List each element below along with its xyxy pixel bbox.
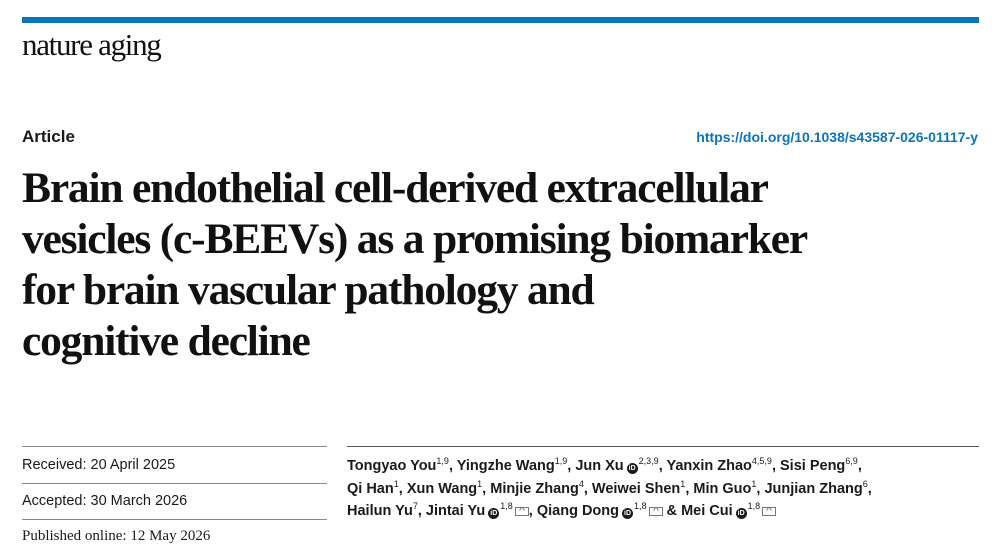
journal-name: nature aging xyxy=(22,27,162,62)
author-separator: & xyxy=(662,503,682,519)
orcid-icon[interactable]: iD xyxy=(488,508,500,519)
author-separator: , xyxy=(756,480,765,497)
dates-divider xyxy=(22,446,327,447)
author-name[interactable]: Xun Wang xyxy=(406,480,478,497)
author-name[interactable]: Yingzhe Wang xyxy=(456,458,555,474)
mail-icon[interactable] xyxy=(648,507,663,516)
author-separator: , xyxy=(448,458,457,474)
author-name[interactable]: Weiwei Shen xyxy=(591,480,681,497)
author-name[interactable]: Minjie Zhang xyxy=(490,480,579,497)
title-line: for brain vascular pathology and xyxy=(22,266,595,314)
doi-link[interactable]: https://doi.org/10.1038/s43587-026-01117… xyxy=(696,129,978,145)
author-line: Qi Han1, Xun Wang1, Minjie Zhang4, Weiwe… xyxy=(347,478,987,501)
author-affiliation: 1 xyxy=(393,478,399,489)
title-line: cognitive decline xyxy=(22,317,311,365)
author-separator: , xyxy=(658,458,667,474)
author-separator: , xyxy=(528,503,537,519)
author-name[interactable]: Jintai Yu xyxy=(425,503,486,519)
author-affiliation: 2,3,9 xyxy=(638,456,659,466)
author-name[interactable]: Qi Han xyxy=(347,480,394,497)
author-separator: , xyxy=(685,480,694,497)
author-affiliation: 1,9 xyxy=(554,456,568,466)
mail-icon[interactable] xyxy=(762,507,777,516)
mail-icon[interactable] xyxy=(514,507,529,516)
author-separator: , xyxy=(398,480,407,497)
received-date: Received: 20 April 2025 xyxy=(22,457,176,473)
author-affiliation: 6 xyxy=(862,478,868,489)
article-type: Article xyxy=(22,127,75,146)
author-line: Hailun Yu7, Jintai Yu iD1,8, Qiang Dong iD… xyxy=(347,500,987,523)
author-affiliation: 1,8 xyxy=(634,501,647,511)
title-line: Brain endothelial cell-derived extracell… xyxy=(22,164,769,212)
orcid-icon[interactable]: iD xyxy=(735,508,747,519)
author-affiliation: 4 xyxy=(578,478,584,489)
author-affiliation: 6,9 xyxy=(845,456,858,466)
dates-divider xyxy=(22,483,327,484)
author-affiliation: 1 xyxy=(751,478,757,489)
author-separator: , xyxy=(771,458,781,474)
orcid-icon[interactable]: iD xyxy=(626,463,638,474)
author-affiliation: 1,8 xyxy=(500,501,513,511)
author-name[interactable]: Yanxin Zhao xyxy=(666,458,752,474)
author-separator: , xyxy=(482,480,491,497)
author-affiliation: 7 xyxy=(412,501,418,511)
author-affiliation: 1,9 xyxy=(436,456,449,466)
journal-top-bar xyxy=(22,17,979,23)
author-separator: , xyxy=(567,458,576,474)
author-list: Tongyao You1,9, Yingzhe Wang1,9, Jun Xu i… xyxy=(347,455,987,523)
author-name[interactable]: Hailun Yu xyxy=(347,503,413,519)
title-line: vesicles (c-BEEVs) as a promising biomar… xyxy=(22,215,808,263)
article-title: Brain endothelial cell-derived extracell… xyxy=(22,163,987,367)
author-separator: , xyxy=(417,503,426,519)
author-name[interactable]: Mei Cui xyxy=(681,503,733,519)
author-affiliation: 1,8 xyxy=(747,501,761,511)
author-name[interactable]: Tongyao You xyxy=(347,458,437,474)
accepted-date: Accepted: 30 March 2026 xyxy=(22,493,188,509)
author-separator: , xyxy=(867,480,872,497)
author-line: Tongyao You1,9, Yingzhe Wang1,9, Jun Xu i… xyxy=(347,455,987,478)
orcid-icon[interactable]: iD xyxy=(622,508,634,519)
author-name[interactable]: Min Guo xyxy=(693,480,752,497)
author-name[interactable]: Sisi Peng xyxy=(780,458,846,474)
published-date: Published online: 12 May 2026 xyxy=(22,528,211,544)
author-name[interactable]: Junjian Zhang xyxy=(764,480,863,497)
author-affiliation: 4,5,9 xyxy=(751,456,772,466)
author-affiliation: 1 xyxy=(477,478,483,489)
author-name[interactable]: Jun Xu xyxy=(575,458,624,474)
dates-divider xyxy=(22,519,327,520)
author-separator: , xyxy=(857,458,862,474)
authors-divider xyxy=(347,446,979,447)
author-separator: , xyxy=(583,480,592,497)
author-affiliation: 1 xyxy=(680,478,686,489)
author-name[interactable]: Qiang Dong xyxy=(536,503,620,519)
